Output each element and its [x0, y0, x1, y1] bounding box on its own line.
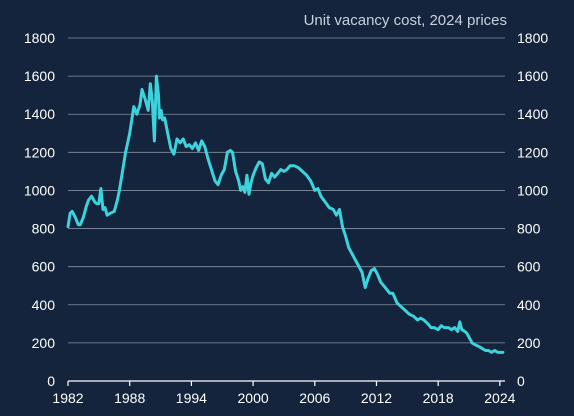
- y-tick-right-1200: 1200: [517, 144, 548, 160]
- x-tick-label-2000: 2000: [238, 390, 269, 406]
- x-tick-label-1982: 1982: [52, 390, 83, 406]
- y-tick-right-1400: 1400: [517, 106, 548, 122]
- series-group: [66, 74, 505, 354]
- y-tick-right-800: 800: [517, 221, 541, 237]
- x-tick-label-2006: 2006: [299, 390, 330, 406]
- y-tick-right-1000: 1000: [517, 182, 548, 198]
- y-tick-left-1400: 1400: [24, 106, 55, 122]
- y-tick-left-1600: 1600: [24, 68, 55, 84]
- y-tick-right-0: 0: [517, 373, 525, 389]
- chart-title: Unit vacancy cost, 2024 prices: [304, 12, 507, 29]
- gridlines: [68, 37, 505, 344]
- y-tick-right-200: 200: [517, 335, 541, 351]
- y-tick-left-1800: 1800: [24, 30, 55, 46]
- y-axis-right: 0 200 400 600 800 1000 1200 1400 1600 1800: [517, 30, 548, 389]
- y-tick-left-800: 800: [32, 221, 56, 237]
- y-tick-right-400: 400: [517, 297, 541, 313]
- x-tick-label-2018: 2018: [423, 390, 454, 406]
- x-axis: 1982 1988 1994 2000 2006 2012 2018 2024: [52, 380, 516, 406]
- x-tick-label-2012: 2012: [361, 390, 392, 406]
- y-tick-right-1600: 1600: [517, 68, 548, 84]
- y-tick-left-1000: 1000: [24, 182, 55, 198]
- series-line-1: [66, 74, 505, 354]
- y-tick-right-1800: 1800: [517, 30, 548, 46]
- x-tick-label-1994: 1994: [176, 390, 207, 406]
- y-axis-left: 0 200 400 600 800 1000 1200 1400 1600 1800: [24, 30, 55, 389]
- x-tick-label-2024: 2024: [484, 390, 515, 406]
- y-tick-left-1200: 1200: [24, 144, 55, 160]
- x-tick-label-1988: 1988: [114, 390, 145, 406]
- y-tick-right-600: 600: [517, 259, 541, 275]
- y-tick-left-600: 600: [32, 259, 56, 275]
- y-tick-left-400: 400: [32, 297, 56, 313]
- y-tick-left-0: 0: [47, 373, 55, 389]
- y-tick-left-200: 200: [32, 335, 56, 351]
